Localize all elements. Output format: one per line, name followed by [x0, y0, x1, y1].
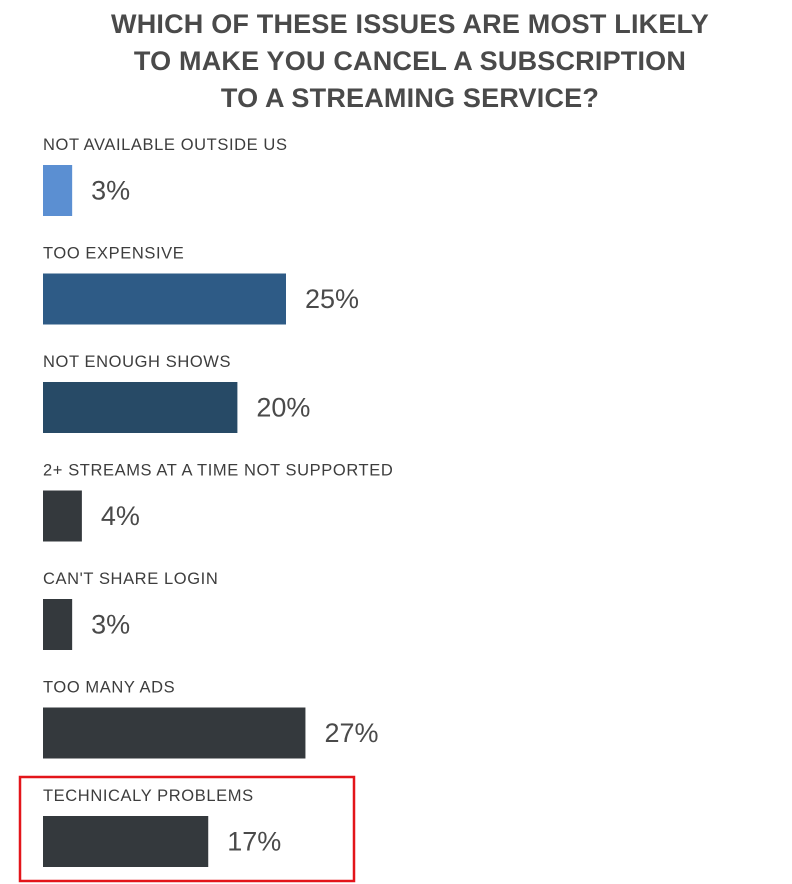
- value-label: 3%: [91, 176, 130, 206]
- highlight-box: [18, 775, 356, 883]
- bar-row: TECHNICALY PROBLEMS 17%: [18, 775, 356, 883]
- category-label: TOO EXPENSIVE: [43, 245, 184, 263]
- category-label: NOT ENOUGH SHOWS: [43, 353, 231, 371]
- bar: [43, 490, 82, 542]
- value-label: 3%: [91, 610, 130, 640]
- value-label: 25%: [305, 284, 359, 314]
- value-label: 20%: [256, 393, 310, 423]
- chart-title-line-3: TO A STREAMING SERVICE?: [220, 83, 600, 113]
- category-label: TOO MANY ADS: [43, 679, 175, 697]
- bar: [43, 382, 238, 433]
- bar: [43, 599, 73, 650]
- bar-row: 2+ STREAMS AT A TIME NOT SUPPORTED 4%: [43, 462, 393, 542]
- category-label: NOT AVAILABLE OUTSIDE US: [43, 136, 288, 154]
- value-label: 4%: [101, 501, 140, 531]
- bar: [43, 707, 306, 759]
- value-label: 27%: [324, 718, 378, 748]
- bar-row: TOO EXPENSIVE 25%: [43, 245, 359, 325]
- chart-title-line-1: WHICH OF THESE ISSUES ARE MOST LIKELY: [111, 9, 709, 39]
- bar-row: TOO MANY ADS 27%: [43, 679, 378, 759]
- bar-row: NOT AVAILABLE OUTSIDE US 3%: [43, 136, 288, 216]
- chart-title: WHICH OF THESE ISSUES ARE MOST LIKELY TO…: [60, 6, 760, 117]
- bar-row: CAN'T SHARE LOGIN 3%: [43, 570, 218, 650]
- bar: [43, 816, 209, 867]
- bar: [43, 165, 73, 216]
- category-label: CAN'T SHARE LOGIN: [43, 570, 218, 588]
- category-label: 2+ STREAMS AT A TIME NOT SUPPORTED: [43, 462, 393, 480]
- bar-row: NOT ENOUGH SHOWS 20%: [43, 353, 310, 433]
- chart-title-line-2: TO MAKE YOU CANCEL A SUBSCRIPTION: [133, 46, 687, 76]
- bar: [43, 273, 286, 325]
- value-label: 17%: [227, 827, 281, 857]
- category-label: TECHNICALY PROBLEMS: [43, 787, 254, 805]
